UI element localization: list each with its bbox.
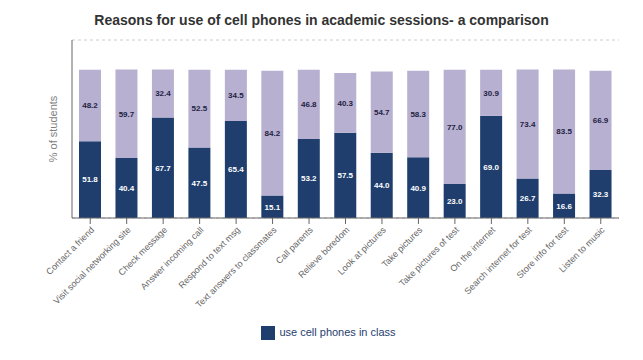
svg-text:73.4: 73.4 — [520, 120, 536, 129]
svg-text:40.4: 40.4 — [119, 184, 135, 193]
svg-text:40.9: 40.9 — [410, 184, 426, 193]
svg-text:66.9: 66.9 — [593, 116, 609, 125]
svg-text:65.4: 65.4 — [228, 165, 244, 174]
html-text:use cell phones in class: use cell phones in class — [279, 326, 396, 338]
svg-text:Relieve boredom: Relieve boredom — [296, 224, 352, 280]
svg-text:15.1: 15.1 — [265, 203, 281, 212]
svg-text:40.3: 40.3 — [337, 99, 353, 108]
svg-text:52.5: 52.5 — [192, 104, 208, 113]
svg-text:Search internet for test: Search internet for test — [462, 225, 534, 297]
svg-text:23.0: 23.0 — [447, 197, 463, 206]
svg-text:32.4: 32.4 — [155, 89, 171, 98]
svg-text:84.2: 84.2 — [265, 129, 281, 138]
svg-text:Look at pictures: Look at pictures — [336, 225, 388, 277]
svg-text:Visit social networking site: Visit social networking site — [51, 224, 133, 307]
svg-text:Check message: Check message — [116, 224, 170, 278]
svg-text:83.5: 83.5 — [556, 127, 572, 136]
svg-text:32.3: 32.3 — [593, 190, 609, 199]
html-text:Reasons for use of cell phones: Reasons for use of cell phones in academ… — [94, 12, 549, 28]
svg-text:Respond to text msg: Respond to text msg — [177, 225, 242, 290]
svg-text:Take pictures of test: Take pictures of test — [397, 225, 461, 289]
svg-text:26.7: 26.7 — [520, 194, 536, 203]
svg-text:Contact a friend: Contact a friend — [44, 224, 97, 277]
svg-text:44.0: 44.0 — [374, 181, 390, 190]
svg-text:47.5: 47.5 — [192, 179, 208, 188]
svg-text:% of students: % of students — [47, 95, 59, 162]
svg-text:67.7: 67.7 — [155, 164, 171, 173]
svg-text:On the internet: On the internet — [448, 224, 498, 274]
svg-text:Listen to music: Listen to music — [557, 225, 607, 275]
svg-text:57.5: 57.5 — [337, 171, 353, 180]
svg-text:54.7: 54.7 — [374, 108, 390, 117]
svg-text:Store info for test: Store info for test — [514, 224, 571, 281]
svg-text:53.2: 53.2 — [301, 174, 317, 183]
svg-text:Text answers to classmates: Text answers to classmates — [194, 225, 279, 310]
svg-text:48.2: 48.2 — [82, 101, 98, 110]
svg-text:46.8: 46.8 — [301, 100, 317, 109]
svg-text:34.5: 34.5 — [228, 91, 244, 100]
svg-text:69.0: 69.0 — [483, 163, 499, 172]
svg-text:30.9: 30.9 — [483, 89, 499, 98]
svg-text:77.0: 77.0 — [447, 123, 463, 132]
svg-text:16.6: 16.6 — [556, 202, 572, 211]
svg-text:58.3: 58.3 — [410, 110, 426, 119]
svg-text:51.8: 51.8 — [82, 175, 98, 184]
svg-text:Answer incoming call: Answer incoming call — [139, 225, 206, 292]
svg-text:59.7: 59.7 — [119, 110, 135, 119]
svg-text:Call parents: Call parents — [273, 224, 315, 266]
